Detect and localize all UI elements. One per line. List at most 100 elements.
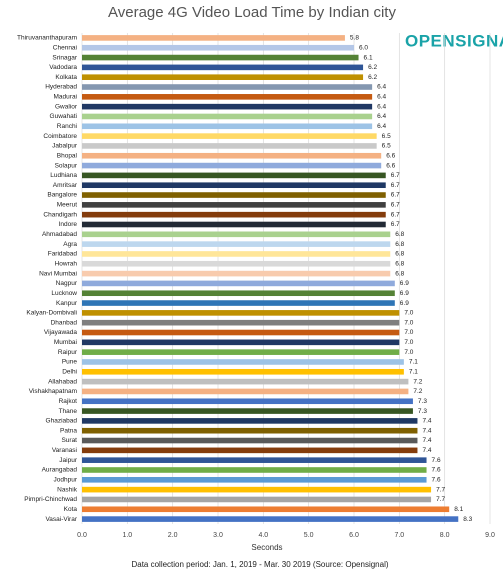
y-tick-label: Varanasi xyxy=(52,447,77,454)
chart-title: Average 4G Video Load Time by Indian cit… xyxy=(108,4,396,21)
value-label: 6.4 xyxy=(377,123,386,130)
bar xyxy=(82,241,391,247)
bar xyxy=(82,270,391,277)
bar xyxy=(82,310,400,316)
x-tick-label: 8.0 xyxy=(440,532,450,539)
x-tick-label: 2.0 xyxy=(168,532,178,539)
bar xyxy=(82,280,395,287)
y-tick-label: Agra xyxy=(63,241,77,248)
y-tick-label: Chandigarh xyxy=(43,211,77,218)
value-label: 6.7 xyxy=(391,202,400,209)
value-label: 6.7 xyxy=(391,211,400,218)
bar xyxy=(82,457,427,463)
y-tick-label: Bhopal xyxy=(57,152,78,159)
y-tick-label: Navi Mumbai xyxy=(39,270,77,277)
value-label: 7.6 xyxy=(432,457,441,464)
y-tick-label: Ahmadabad xyxy=(42,231,77,238)
value-label: 7.7 xyxy=(436,496,445,503)
value-label: 6.5 xyxy=(382,143,391,150)
bar xyxy=(82,437,418,444)
y-tick-label: Rajkot xyxy=(59,398,78,405)
bar xyxy=(82,290,395,297)
y-tick-label: Kolkata xyxy=(55,74,77,81)
x-tick-label: 7.0 xyxy=(394,532,404,539)
y-tick-label: Patna xyxy=(60,427,77,434)
y-tick-label: Ghaziabad xyxy=(46,418,78,425)
y-tick-label: Coimbatore xyxy=(43,133,77,140)
value-label: 6.2 xyxy=(368,64,377,71)
value-label: 7.1 xyxy=(409,359,418,366)
value-label: 6.4 xyxy=(377,94,386,101)
value-label: 6.9 xyxy=(400,290,409,297)
value-label: 7.6 xyxy=(432,467,441,474)
y-tick-label: Allahabad xyxy=(48,378,77,385)
value-label: 6.6 xyxy=(386,162,395,169)
bar xyxy=(82,359,404,365)
value-label: 7.1 xyxy=(409,369,418,376)
bar xyxy=(82,103,373,110)
value-label: 7.6 xyxy=(432,477,441,484)
value-label: 6.1 xyxy=(364,54,373,61)
bar xyxy=(82,54,359,61)
bar xyxy=(82,211,386,218)
value-label: 8.3 xyxy=(463,516,472,523)
y-tick-label: Pimpri-Chinchwad xyxy=(24,496,77,503)
y-tick-label: Thiruvananthapuram xyxy=(17,35,77,42)
bar xyxy=(82,477,427,483)
y-tick-label: Lucknow xyxy=(51,290,77,297)
bar xyxy=(82,44,354,51)
value-label: 7.4 xyxy=(422,418,431,425)
value-label: 6.9 xyxy=(400,300,409,307)
y-tick-label: Howrah xyxy=(55,260,78,267)
bar xyxy=(82,398,413,405)
y-tick-label: Jodhpur xyxy=(54,477,78,484)
caption: Data collection period: Jan. 1, 2019 - M… xyxy=(131,560,388,569)
y-tick-label: Kota xyxy=(64,506,78,513)
x-axis-label: Seconds xyxy=(251,543,282,552)
bar xyxy=(82,202,386,208)
y-tick-label: Jaipur xyxy=(59,457,78,464)
y-tick-label: Indore xyxy=(59,221,78,228)
bar xyxy=(82,64,364,71)
y-tick-label: Faridabad xyxy=(48,251,78,258)
bar xyxy=(82,152,382,159)
bar xyxy=(82,388,409,395)
bar xyxy=(82,260,391,267)
bar xyxy=(82,143,377,149)
x-tick-label: 6.0 xyxy=(349,532,359,539)
bar xyxy=(82,329,400,336)
value-label: 6.8 xyxy=(395,270,404,277)
y-tick-label: Kanpur xyxy=(56,300,78,307)
bar xyxy=(82,221,386,228)
value-label: 7.4 xyxy=(422,447,431,454)
x-tick-label: 5.0 xyxy=(304,532,314,539)
bar xyxy=(82,486,432,493)
value-label: 6.4 xyxy=(377,84,386,91)
value-label: 7.4 xyxy=(422,427,431,434)
value-label: 7.3 xyxy=(418,398,427,405)
bar xyxy=(82,447,418,454)
value-label: 7.0 xyxy=(404,310,413,317)
bar xyxy=(82,84,373,90)
x-tick-label: 3.0 xyxy=(213,532,223,539)
y-tick-label: Vishakhapatnam xyxy=(29,388,77,395)
y-tick-label: Bangalore xyxy=(47,192,77,199)
y-tick-label: Nagpur xyxy=(56,280,78,287)
x-tick-label: 0.0 xyxy=(77,532,87,539)
bar xyxy=(82,349,400,355)
value-label: 8.1 xyxy=(454,506,463,513)
value-label: 6.7 xyxy=(391,221,400,228)
y-tick-label: Pune xyxy=(62,359,78,366)
y-tick-label: Dhanbad xyxy=(51,319,78,326)
bar xyxy=(82,300,395,306)
value-label: 7.0 xyxy=(404,319,413,326)
y-tick-label: Solapur xyxy=(55,162,78,169)
value-label: 6.2 xyxy=(368,74,377,81)
bar xyxy=(82,467,427,473)
bar xyxy=(82,35,345,41)
bar xyxy=(82,378,409,385)
value-label: 7.0 xyxy=(404,349,413,356)
bar xyxy=(82,162,382,169)
y-tick-label: Nashik xyxy=(57,486,78,493)
